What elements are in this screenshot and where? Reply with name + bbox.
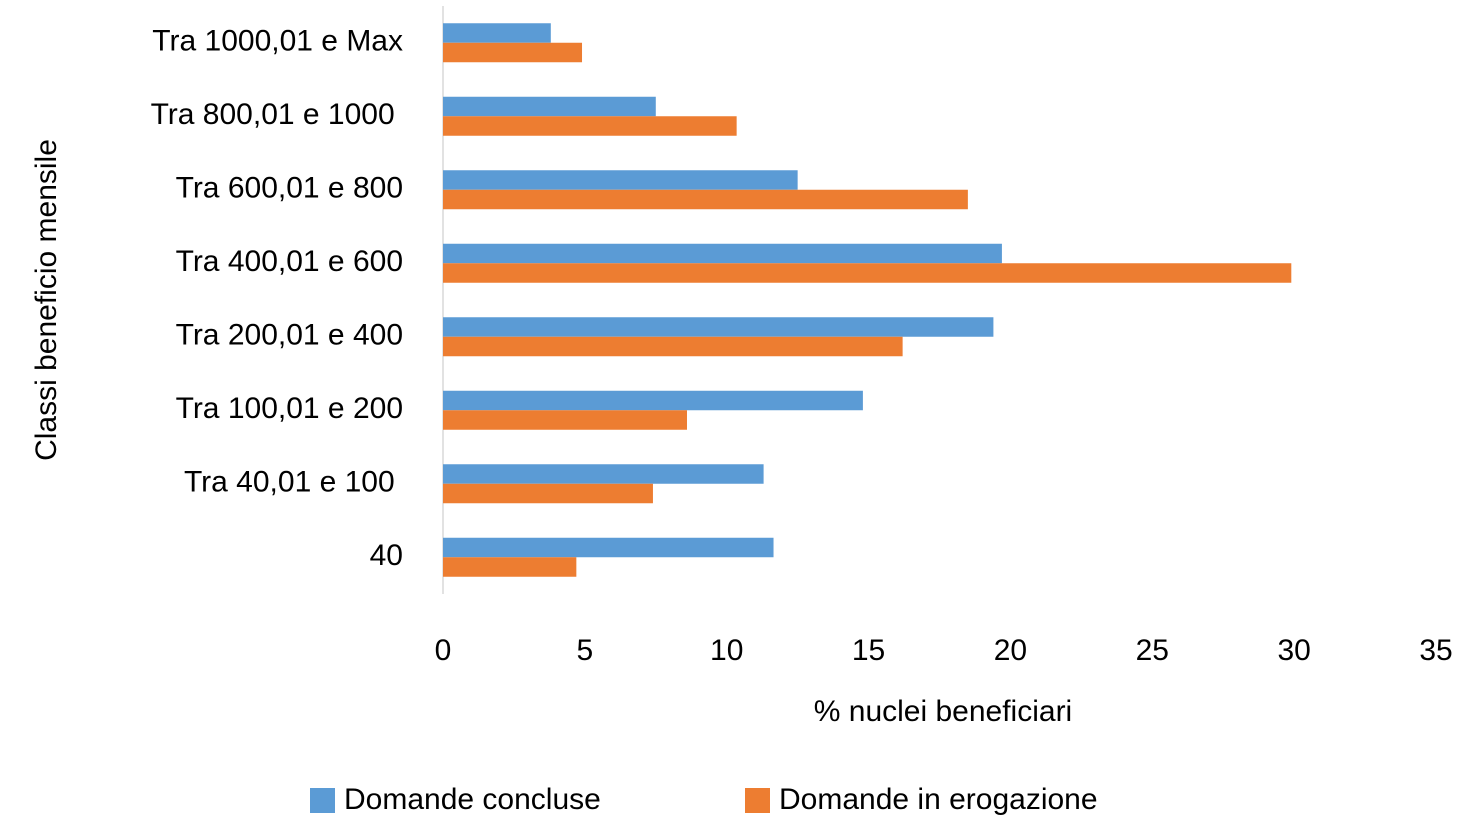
y-tick-label: 40 (370, 539, 403, 572)
y-tick-label: Tra 600,01 e 800 (176, 172, 403, 205)
bar (443, 483, 653, 504)
bar (443, 116, 737, 136)
y-axis-label: Classi beneficio mensile (30, 139, 63, 461)
y-tick-label: Tra 40,01 e 100 (184, 466, 403, 499)
legend-label: Domande in erogazione (779, 783, 1098, 816)
bar (443, 96, 656, 117)
x-tick-label: 10 (710, 634, 743, 667)
y-tick-label: Tra 1000,01 e Max (152, 25, 403, 58)
x-tick-label: 15 (852, 634, 885, 667)
y-tick-label: Tra 400,01 e 600 (176, 245, 403, 278)
bar (443, 336, 903, 357)
bar (443, 464, 764, 484)
y-tick-label: Tra 800,01 e 1000 (151, 98, 403, 131)
legend-label: Domande concluse (344, 783, 601, 816)
x-tick-label: 35 (1419, 634, 1452, 667)
x-tick-label: 25 (1136, 634, 1169, 667)
x-tick-label: 5 (577, 634, 594, 667)
bar (443, 537, 774, 558)
x-tick-label: 0 (435, 634, 452, 667)
bar (443, 263, 1292, 283)
bar (443, 23, 551, 43)
x-tick-label: 20 (994, 634, 1027, 667)
bar (443, 390, 863, 411)
bar (443, 189, 968, 210)
bar (443, 243, 1002, 264)
y-tick-label: Tra 100,01 e 200 (176, 392, 403, 425)
y-tick-label: Tra 200,01 e 400 (176, 319, 403, 352)
bar (443, 170, 798, 190)
legend-swatch (310, 788, 335, 813)
bar (443, 410, 687, 430)
legend-swatch (745, 788, 770, 813)
bar (443, 317, 994, 337)
x-axis-label: % nuclei beneficiari (814, 695, 1072, 728)
x-tick-label: 30 (1277, 634, 1310, 667)
bar (443, 557, 577, 577)
bar (443, 42, 583, 63)
